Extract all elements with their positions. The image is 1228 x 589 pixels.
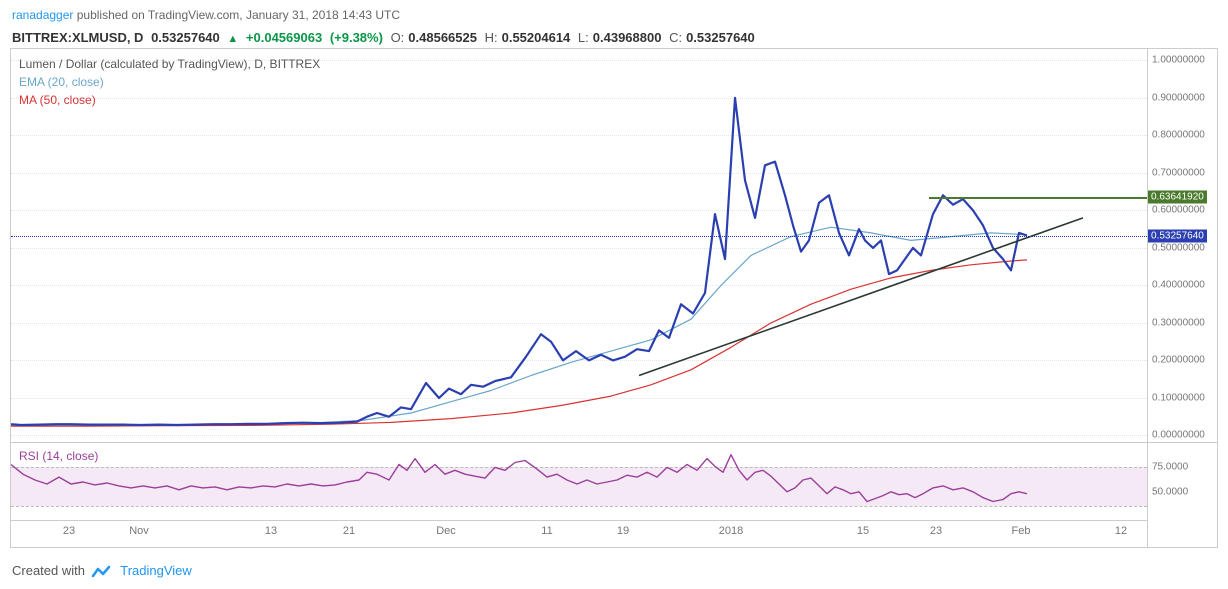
legend-title: Lumen / Dollar (calculated by TradingVie… [19,55,320,73]
legend-ema: EMA (20, close) [19,73,320,91]
price-y-axis: 1.00000000 0.90000000 0.80000000 0.70000000… [1147,49,1217,442]
rsi-y-axis: 75.0000 50.0000 [1147,443,1217,520]
y-tick-label: 1.00000000 [1152,55,1205,66]
rsi-y-tick: 75.0000 [1152,462,1188,473]
date-tick: Feb [1012,525,1031,537]
open-val: 0.48566525 [408,30,477,45]
resistance-line [929,197,1147,199]
change-pct: (+9.38%) [330,30,383,45]
legend-ma: MA (50, close) [19,91,320,109]
username[interactable]: ranadagger [12,8,73,22]
y-tick-label: 0.10000000 [1152,392,1205,403]
rsi-svg [11,443,1149,521]
brand-link[interactable]: TradingView [120,563,192,578]
chart-legend: Lumen / Dollar (calculated by TradingVie… [19,55,320,109]
high-val: 0.55204614 [502,30,571,45]
open-label: O: [391,30,405,45]
y-tick-label: 0.90000000 [1152,92,1205,103]
last-price: 0.53257640 [151,30,220,45]
publish-info: ranadagger published on TradingView.com,… [12,8,400,22]
resistance-badge: 0.63641920 [1148,190,1207,203]
date-tick: 15 [857,525,869,537]
close-val: 0.53257640 [686,30,755,45]
date-tick: 21 [343,525,355,537]
change-abs: +0.04569063 [246,30,322,45]
y-tick-label: 0.80000000 [1152,130,1205,141]
date-tick: 13 [265,525,277,537]
date-tick: Dec [436,525,456,537]
high-label: H: [485,30,498,45]
ticker-bar: BITTREX:XLMUSD, D 0.53257640 ▲ +0.045690… [12,30,759,45]
last-price-line [11,236,1147,237]
footer: Created with TradingView [12,563,192,579]
price-chart-panel[interactable]: 1.00000000 0.90000000 0.80000000 0.70000000… [11,49,1217,443]
y-tick-label: 0.20000000 [1152,355,1205,366]
date-tick: 2018 [719,525,743,537]
date-tick: Nov [129,525,149,537]
close-label: C: [669,30,682,45]
publish-text: published on TradingView.com, January 31… [77,8,400,22]
date-axis: 23 Nov 13 21 Dec 11 19 2018 15 23 Feb 12 [11,519,1217,547]
date-tick: 23 [930,525,942,537]
y-tick-label: 0.40000000 [1152,280,1205,291]
tradingview-logo-icon [91,565,111,579]
symbol: BITTREX:XLMUSD, D [12,30,143,45]
y-tick-label: 0.70000000 [1152,167,1205,178]
y-tick-label: 0.00000000 [1152,430,1205,441]
y-tick-label: 0.60000000 [1152,205,1205,216]
arrow-up-icon: ▲ [227,33,238,45]
date-tick: 19 [617,525,629,537]
y-tick-label: 0.30000000 [1152,317,1205,328]
footer-text: Created with [12,563,85,578]
last-price-badge: 0.53257640 [1148,229,1207,242]
rsi-legend: RSI (14, close) [19,449,98,463]
date-tick: 11 [541,525,552,537]
rsi-y-tick: 50.0000 [1152,486,1188,497]
date-axis-spacer [1147,519,1217,547]
date-tick: 23 [63,525,75,537]
date-tick: 12 [1115,525,1127,537]
y-tick-label: 0.50000000 [1152,242,1205,253]
low-val: 0.43968800 [593,30,662,45]
chart-container: 1.00000000 0.90000000 0.80000000 0.70000000… [10,48,1218,548]
rsi-panel[interactable]: 75.0000 50.0000 RSI (14, close) [11,443,1217,521]
low-label: L: [578,30,589,45]
